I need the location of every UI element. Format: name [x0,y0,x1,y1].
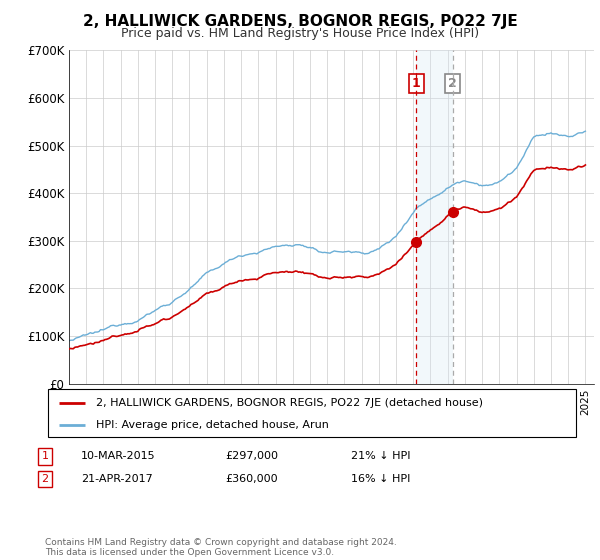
Text: 16% ↓ HPI: 16% ↓ HPI [351,474,410,484]
Text: 2: 2 [41,474,49,484]
Text: 1: 1 [412,77,421,90]
Text: £360,000: £360,000 [225,474,278,484]
Text: 1: 1 [41,451,49,461]
Text: £297,000: £297,000 [225,451,278,461]
Text: Price paid vs. HM Land Registry's House Price Index (HPI): Price paid vs. HM Land Registry's House … [121,27,479,40]
Text: 2, HALLIWICK GARDENS, BOGNOR REGIS, PO22 7JE: 2, HALLIWICK GARDENS, BOGNOR REGIS, PO22… [83,14,517,29]
Bar [416,50,452,384]
Text: 10-MAR-2015: 10-MAR-2015 [81,451,155,461]
Text: HPI: Average price, detached house, Arun: HPI: Average price, detached house, Arun [95,420,328,430]
Text: 2: 2 [448,77,457,90]
Text: 21-APR-2017: 21-APR-2017 [81,474,153,484]
Text: 21% ↓ HPI: 21% ↓ HPI [351,451,410,461]
Text: 2, HALLIWICK GARDENS, BOGNOR REGIS, PO22 7JE (detached house): 2, HALLIWICK GARDENS, BOGNOR REGIS, PO22… [95,398,482,408]
Text: Contains HM Land Registry data © Crown copyright and database right 2024.
This d: Contains HM Land Registry data © Crown c… [45,538,397,557]
